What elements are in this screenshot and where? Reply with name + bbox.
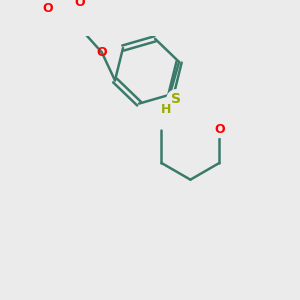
- Text: O: O: [42, 2, 53, 15]
- Text: S: S: [171, 92, 181, 106]
- Text: O: O: [214, 123, 225, 136]
- Text: H: H: [161, 103, 171, 116]
- Text: O: O: [97, 46, 107, 59]
- Text: O: O: [74, 0, 85, 9]
